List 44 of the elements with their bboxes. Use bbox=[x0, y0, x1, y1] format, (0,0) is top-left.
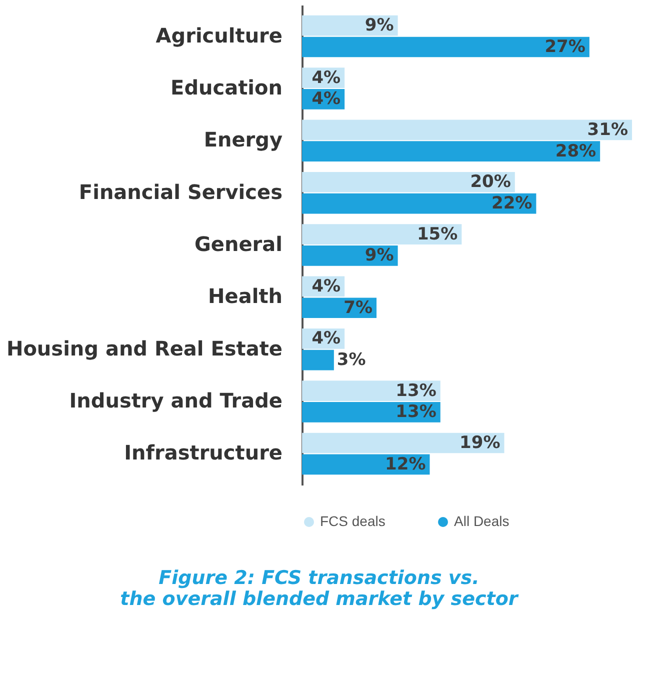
bar bbox=[302, 432, 504, 454]
bar bbox=[302, 380, 440, 401]
bar bbox=[302, 246, 398, 266]
data-label: 4% bbox=[312, 328, 341, 349]
data-label: 9% bbox=[364, 246, 394, 266]
bar bbox=[302, 193, 536, 214]
bar bbox=[302, 454, 430, 475]
legend-label: All Deals bbox=[454, 513, 510, 529]
bar bbox=[302, 402, 440, 422]
data-label: 4% bbox=[312, 68, 341, 88]
data-label: 13% bbox=[396, 380, 436, 401]
y-tick-label: Housing and Real Estate bbox=[6, 336, 282, 360]
data-label: 19% bbox=[460, 432, 500, 453]
bar bbox=[302, 120, 632, 140]
y-tick-label: Energy bbox=[204, 128, 282, 152]
y-tick-label: Industry and Trade bbox=[69, 388, 282, 413]
legend-label: FCS deals bbox=[320, 513, 386, 529]
data-label: 12% bbox=[385, 454, 426, 474]
data-label: 31% bbox=[587, 120, 628, 140]
bar bbox=[302, 224, 462, 244]
y-tick-label: Financial Services bbox=[78, 180, 282, 204]
data-label: 7% bbox=[344, 298, 373, 318]
data-label: 4% bbox=[312, 89, 341, 110]
bar bbox=[302, 298, 377, 318]
y-tick-label: Agriculture bbox=[156, 23, 282, 48]
y-tick-label: Health bbox=[208, 284, 282, 308]
y-tick-label: Education bbox=[170, 75, 282, 100]
data-label: 13% bbox=[396, 402, 436, 422]
bar bbox=[302, 350, 334, 370]
data-label: 20% bbox=[470, 172, 511, 192]
data-label: 4% bbox=[312, 276, 341, 296]
bar bbox=[302, 15, 398, 36]
data-label: 28% bbox=[555, 141, 596, 162]
y-tick-label: General bbox=[194, 232, 282, 256]
data-label: 9% bbox=[364, 16, 394, 36]
bar bbox=[302, 141, 600, 162]
data-label: 15% bbox=[416, 224, 458, 244]
data-label: 27% bbox=[544, 37, 586, 58]
data-label: 22% bbox=[491, 194, 532, 214]
text: Figure 2: FCS transactions vs. the overall blended market by sector bbox=[120, 567, 520, 610]
y-tick-label: Infrastructure bbox=[124, 440, 282, 465]
bar bbox=[302, 172, 515, 192]
bar bbox=[302, 36, 590, 58]
data-label: 3% bbox=[336, 350, 366, 370]
